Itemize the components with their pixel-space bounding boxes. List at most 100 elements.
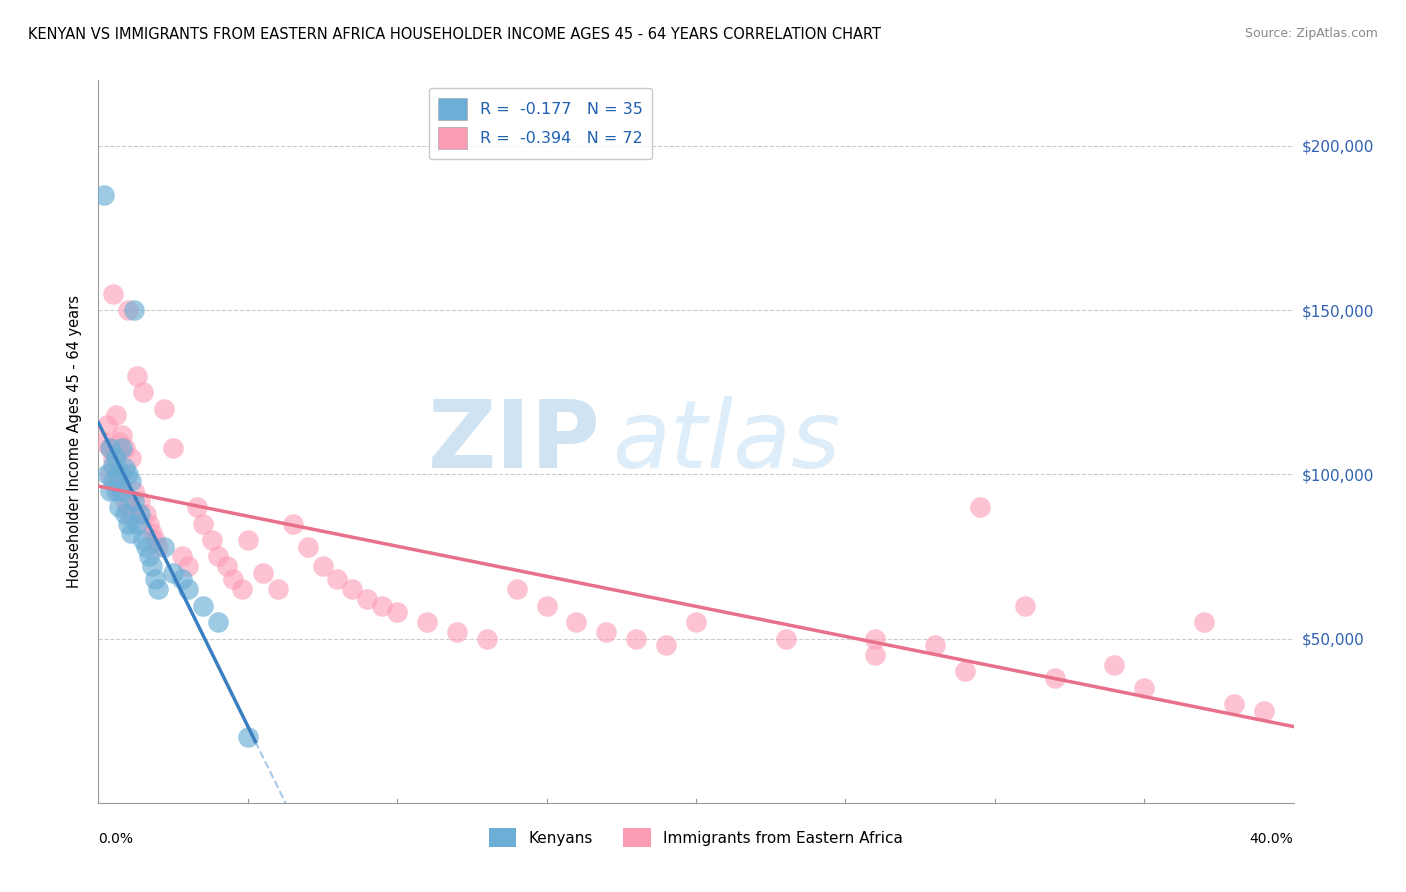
Point	[565, 615, 588, 630]
Point	[416, 615, 439, 630]
Point	[93, 434, 115, 449]
Point	[626, 632, 648, 646]
Point	[311, 559, 333, 574]
Point	[267, 582, 290, 597]
Point	[138, 516, 160, 531]
Point	[222, 573, 245, 587]
Point	[105, 483, 128, 498]
Point	[148, 540, 170, 554]
Point	[252, 566, 274, 580]
Point	[114, 441, 136, 455]
Point	[231, 582, 253, 597]
Point	[775, 632, 797, 646]
Y-axis label: Householder Income Ages 45 - 64 years: Householder Income Ages 45 - 64 years	[66, 295, 82, 588]
Point	[120, 474, 142, 488]
Point	[207, 549, 229, 564]
Point	[103, 286, 125, 301]
Point	[127, 516, 149, 531]
Point	[108, 500, 131, 515]
Point	[124, 493, 146, 508]
Point	[1223, 698, 1246, 712]
Point	[356, 592, 378, 607]
Point	[236, 730, 259, 744]
Point	[98, 441, 122, 455]
Point	[117, 467, 139, 482]
Point	[1253, 704, 1275, 718]
Point	[103, 474, 125, 488]
Point	[385, 605, 409, 619]
Point	[186, 500, 208, 515]
Point	[236, 533, 259, 547]
Point	[96, 467, 118, 482]
Point	[117, 303, 139, 318]
Point	[108, 483, 131, 498]
Point	[114, 460, 136, 475]
Point	[685, 615, 707, 630]
Point	[108, 434, 131, 449]
Text: KENYAN VS IMMIGRANTS FROM EASTERN AFRICA HOUSEHOLDER INCOME AGES 45 - 64 YEARS C: KENYAN VS IMMIGRANTS FROM EASTERN AFRICA…	[28, 27, 882, 42]
Point	[191, 599, 214, 613]
Point	[138, 549, 160, 564]
Point	[475, 632, 498, 646]
Point	[98, 441, 122, 455]
Point	[98, 467, 122, 482]
Point	[1014, 599, 1036, 613]
Point	[177, 559, 200, 574]
Legend: Kenyans, Immigrants from Eastern Africa: Kenyans, Immigrants from Eastern Africa	[482, 822, 910, 853]
Point	[297, 540, 319, 554]
Point	[1192, 615, 1215, 630]
Point	[120, 450, 142, 465]
Point	[98, 483, 122, 498]
Point	[446, 625, 468, 640]
Point	[129, 493, 152, 508]
Point	[207, 615, 229, 630]
Point	[96, 418, 118, 433]
Point	[148, 582, 170, 597]
Point	[969, 500, 991, 515]
Text: Source: ZipAtlas.com: Source: ZipAtlas.com	[1244, 27, 1378, 40]
Point	[114, 507, 136, 521]
Point	[953, 665, 976, 679]
Point	[141, 526, 163, 541]
Point	[177, 582, 200, 597]
Point	[281, 516, 304, 531]
Point	[111, 483, 134, 498]
Point	[536, 599, 558, 613]
Point	[865, 632, 887, 646]
Point	[191, 516, 214, 531]
Point	[595, 625, 617, 640]
Point	[129, 507, 152, 521]
Point	[143, 573, 166, 587]
Point	[105, 450, 128, 465]
Point	[342, 582, 364, 597]
Point	[135, 507, 157, 521]
Point	[153, 401, 176, 416]
Point	[111, 467, 134, 482]
Point	[924, 638, 946, 652]
Point	[865, 648, 887, 662]
Text: 40.0%: 40.0%	[1250, 831, 1294, 846]
Point	[162, 441, 184, 455]
Point	[141, 559, 163, 574]
Point	[215, 559, 238, 574]
Point	[103, 458, 125, 472]
Point	[153, 540, 176, 554]
Point	[114, 493, 136, 508]
Point	[371, 599, 394, 613]
Point	[1043, 671, 1066, 685]
Point	[105, 467, 128, 482]
Point	[132, 385, 155, 400]
Point	[655, 638, 678, 652]
Point	[506, 582, 529, 597]
Text: ZIP: ZIP	[427, 395, 600, 488]
Point	[105, 409, 128, 423]
Point	[117, 500, 139, 515]
Text: atlas: atlas	[613, 396, 841, 487]
Point	[103, 450, 125, 465]
Point	[111, 428, 134, 442]
Point	[120, 526, 142, 541]
Point	[326, 573, 349, 587]
Point	[117, 516, 139, 531]
Point	[127, 368, 149, 383]
Point	[172, 549, 194, 564]
